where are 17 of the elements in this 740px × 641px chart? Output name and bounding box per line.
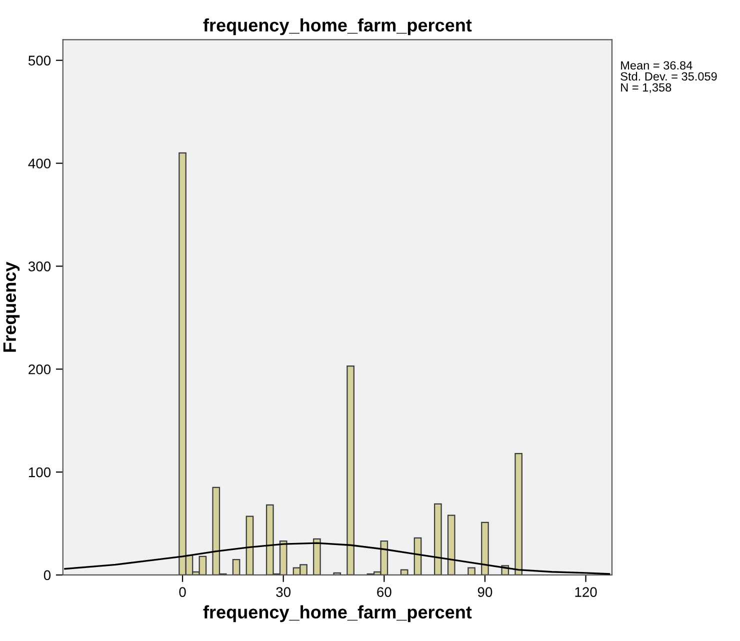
x-axis-title: frequency_home_farm_percent: [203, 605, 472, 622]
y-axis-title: Frequency: [3, 262, 20, 352]
y-tick-label: 0: [44, 570, 51, 580]
x-tick-label: 120: [575, 587, 597, 597]
text: Mean = 36.84: [621, 61, 692, 70]
y-tick-label: 100: [28, 467, 51, 478]
y-tick-label: 200: [28, 364, 51, 374]
y-tick-label: 300: [28, 262, 51, 272]
y-tick-label: 500: [28, 56, 51, 66]
text: Std. Dev. = 35.059: [620, 72, 717, 81]
x-tick-label: 0: [179, 587, 186, 597]
chart-title: frequency_home_farm_percent: [203, 18, 472, 36]
text: N = 1,358: [621, 83, 672, 93]
x-tick-label: 60: [377, 587, 392, 597]
x-tick-label: 30: [276, 587, 291, 597]
x-tick-label: 90: [478, 587, 492, 597]
y-tick-label: 400: [28, 158, 51, 168]
